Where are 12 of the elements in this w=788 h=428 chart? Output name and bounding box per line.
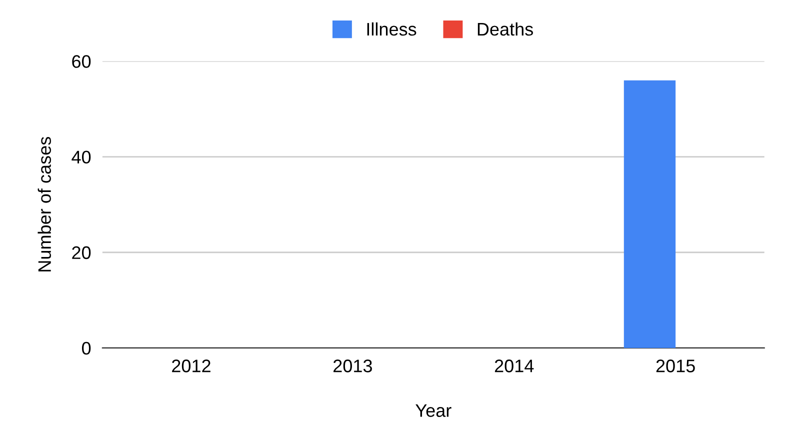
y-tick-label: 0 xyxy=(82,342,91,355)
legend-label: Deaths xyxy=(478,22,533,36)
y-tick-label: 40 xyxy=(72,150,91,164)
x-tick-label: 2015 xyxy=(656,360,695,372)
y-tick-label: 20 xyxy=(72,246,91,260)
y-axis-title: Number of cases xyxy=(38,136,52,272)
legend-label: Illness xyxy=(367,22,416,36)
y-tick-label: 60 xyxy=(72,55,91,68)
x-axis-title: Year xyxy=(416,404,452,417)
x-tick-label: 2014 xyxy=(494,360,534,372)
x-tick-label: 2012 xyxy=(172,360,210,372)
x-tick-label: 2013 xyxy=(334,360,372,372)
